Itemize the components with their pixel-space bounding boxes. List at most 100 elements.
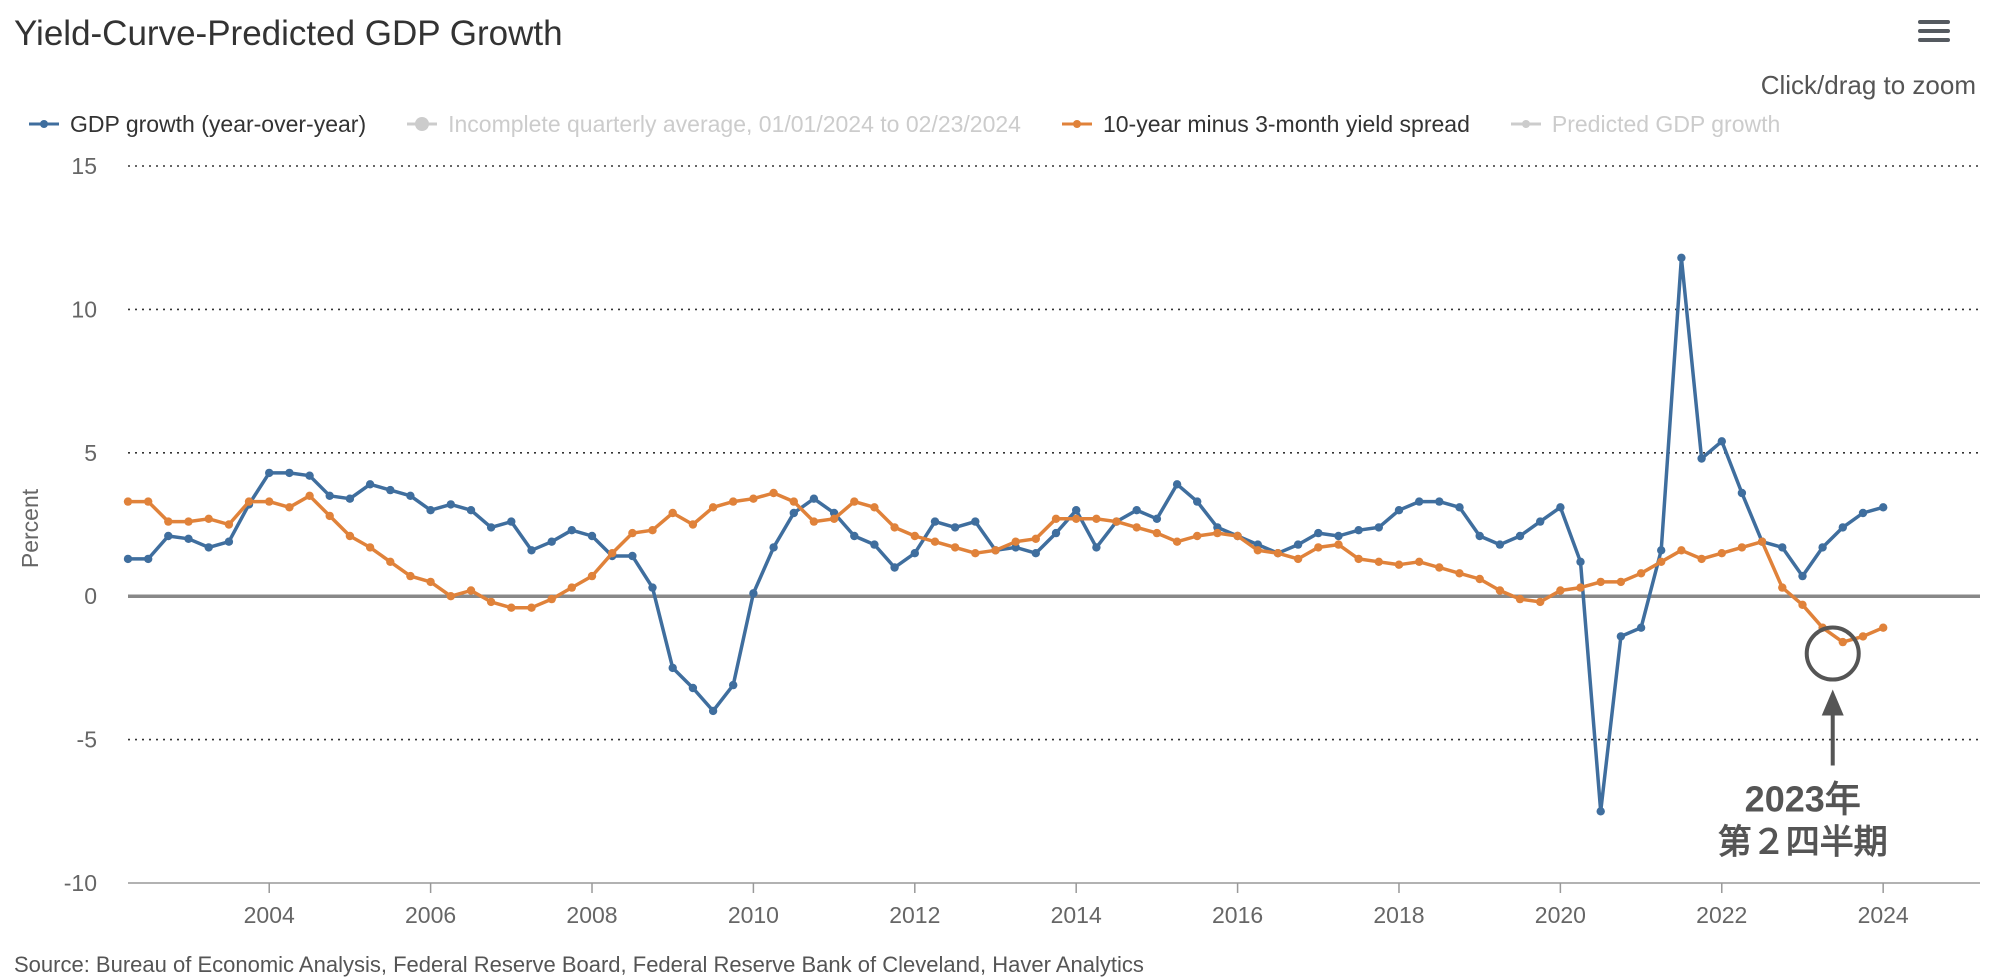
data-point-gdp[interactable] [486, 523, 496, 532]
data-point-spread[interactable] [1616, 577, 1626, 587]
data-point-spread[interactable] [648, 526, 657, 535]
data-point-gdp[interactable] [1374, 523, 1384, 532]
data-point-gdp[interactable] [1858, 508, 1868, 518]
data-point-spread[interactable] [1536, 597, 1545, 607]
data-point-spread[interactable] [567, 583, 576, 592]
data-point-gdp[interactable] [507, 517, 516, 526]
data-point-gdp[interactable] [1596, 807, 1605, 816]
data-point-gdp[interactable] [1717, 437, 1727, 446]
data-point-gdp[interactable] [1576, 557, 1585, 566]
data-point-gdp[interactable] [950, 523, 960, 532]
data-point-gdp[interactable] [1051, 528, 1061, 538]
data-point-spread[interactable] [426, 577, 435, 587]
data-point-spread[interactable] [769, 488, 778, 498]
data-point-spread[interactable] [1455, 569, 1464, 578]
data-point-gdp[interactable] [628, 551, 637, 561]
data-point-spread[interactable] [1394, 560, 1404, 569]
data-point-spread[interactable] [1757, 537, 1767, 546]
data-point-spread[interactable] [608, 549, 617, 558]
data-point-gdp[interactable] [1636, 623, 1646, 632]
data-point-spread[interactable] [446, 592, 455, 601]
data-point-spread[interactable] [1172, 537, 1182, 546]
data-point-gdp[interactable] [1536, 517, 1545, 526]
data-point-gdp[interactable] [1697, 454, 1706, 463]
data-point-gdp[interactable] [809, 494, 819, 503]
data-point-spread[interactable] [850, 497, 859, 506]
data-point-spread[interactable] [991, 546, 1000, 555]
data-point-gdp[interactable] [930, 517, 940, 526]
data-point-spread[interactable] [1092, 514, 1101, 523]
data-point-gdp[interactable] [688, 683, 698, 693]
data-point-spread[interactable] [910, 531, 919, 541]
data-point-spread[interactable] [224, 520, 234, 529]
data-point-spread[interactable] [1677, 546, 1686, 555]
data-point-gdp[interactable] [1435, 497, 1444, 506]
data-point-spread[interactable] [1374, 557, 1384, 566]
data-point-gdp[interactable] [224, 537, 234, 546]
data-point-gdp[interactable] [1334, 531, 1343, 541]
data-point-spread[interactable] [164, 517, 173, 526]
data-point-spread[interactable] [1717, 549, 1727, 558]
data-point-spread[interactable] [1435, 563, 1444, 572]
data-point-spread[interactable] [1152, 528, 1162, 538]
data-point-spread[interactable] [345, 531, 355, 541]
data-point-spread[interactable] [547, 594, 556, 604]
data-point-spread[interactable] [1213, 528, 1222, 538]
data-point-gdp[interactable] [184, 534, 193, 543]
data-point-spread[interactable] [1858, 632, 1868, 641]
legend-item-incomplete[interactable]: Incomplete quarterly average, 01/01/2024… [406, 111, 1021, 138]
data-point-spread[interactable] [1193, 531, 1202, 541]
data-point-gdp[interactable] [1394, 506, 1404, 515]
data-point-spread[interactable] [729, 497, 738, 506]
data-point-gdp[interactable] [648, 583, 657, 592]
data-point-gdp[interactable] [386, 485, 395, 495]
data-point-gdp[interactable] [729, 680, 738, 690]
data-point-gdp[interactable] [1193, 497, 1202, 506]
legend-item-gdp[interactable]: GDP growth (year-over-year) [28, 111, 366, 138]
legend-item-predicted[interactable]: Predicted GDP growth [1510, 111, 1780, 138]
data-point-spread[interactable] [1334, 540, 1343, 549]
data-point-gdp[interactable] [1515, 531, 1525, 541]
data-point-spread[interactable] [466, 586, 476, 595]
data-point-spread[interactable] [809, 517, 819, 526]
legend-item-spread[interactable]: 10-year minus 3-month yield spread [1061, 111, 1470, 138]
data-point-spread[interactable] [668, 508, 677, 518]
data-point-spread[interactable] [1072, 514, 1081, 523]
data-point-spread[interactable] [1879, 623, 1888, 632]
data-point-gdp[interactable] [1031, 549, 1041, 558]
data-point-gdp[interactable] [164, 531, 173, 541]
data-point-spread[interactable] [1515, 594, 1525, 604]
data-point-spread[interactable] [628, 528, 637, 538]
data-point-spread[interactable] [1697, 554, 1706, 564]
data-point-gdp[interactable] [1737, 488, 1747, 498]
data-point-spread[interactable] [507, 603, 516, 612]
data-point-gdp[interactable] [1092, 543, 1101, 552]
data-point-spread[interactable] [386, 557, 395, 566]
data-point-spread[interactable] [1596, 577, 1605, 587]
data-point-spread[interactable] [1495, 586, 1505, 595]
data-point-spread[interactable] [365, 543, 375, 552]
data-point-gdp[interactable] [587, 531, 597, 541]
data-point-spread[interactable] [1031, 534, 1041, 543]
data-point-spread[interactable] [1273, 549, 1283, 558]
data-point-spread[interactable] [688, 520, 698, 529]
data-point-gdp[interactable] [1152, 514, 1162, 523]
data-point-gdp[interactable] [890, 563, 899, 572]
data-point-gdp[interactable] [204, 543, 213, 552]
data-point-gdp[interactable] [749, 589, 758, 598]
data-point-spread[interactable] [971, 549, 980, 558]
data-point-spread[interactable] [749, 494, 758, 503]
data-point-spread[interactable] [1636, 569, 1646, 578]
data-point-gdp[interactable] [1455, 503, 1464, 512]
data-point-spread[interactable] [144, 497, 153, 506]
data-point-gdp[interactable] [567, 526, 576, 535]
data-point-gdp[interactable] [527, 546, 536, 555]
data-point-spread[interactable] [789, 497, 798, 506]
data-point-spread[interactable] [1314, 543, 1323, 552]
data-point-gdp[interactable] [1415, 497, 1424, 506]
data-point-spread[interactable] [1778, 583, 1787, 592]
data-point-spread[interactable] [527, 603, 536, 612]
data-point-gdp[interactable] [769, 543, 778, 552]
data-point-spread[interactable] [1737, 543, 1747, 552]
data-point-gdp[interactable] [1475, 531, 1484, 541]
